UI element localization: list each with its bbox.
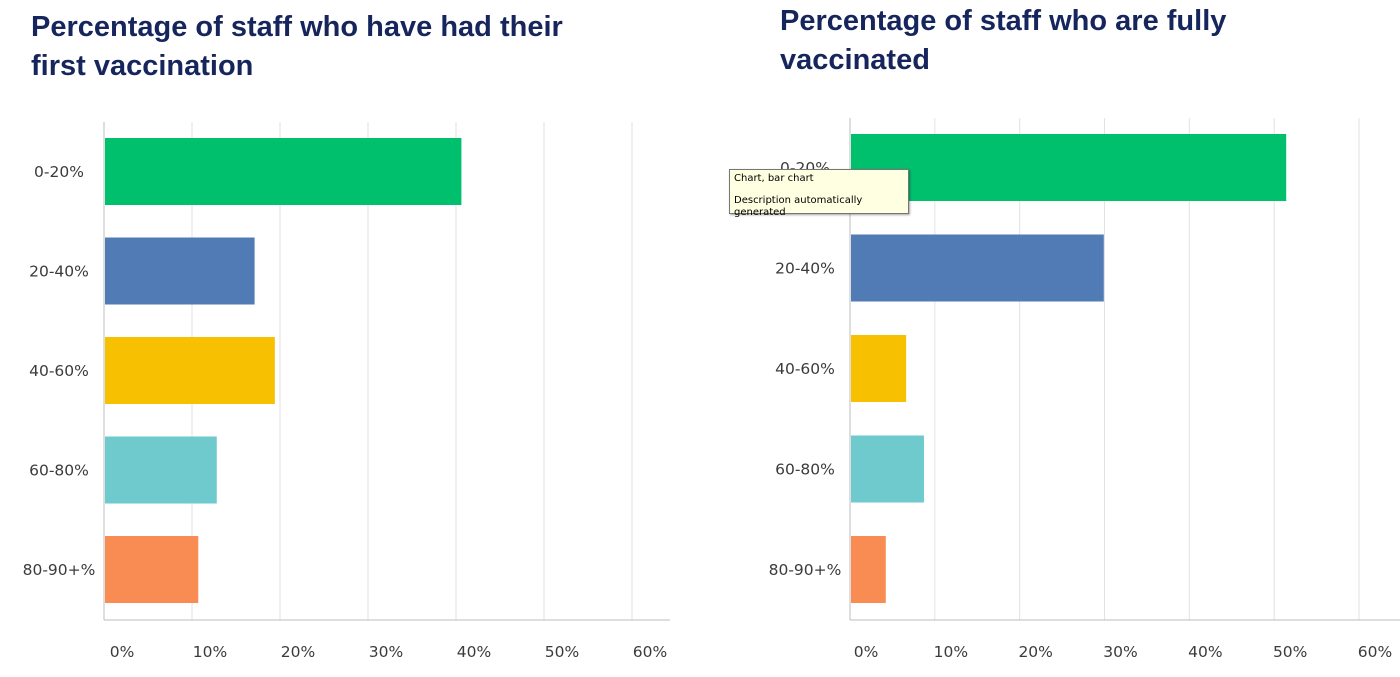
right-x-tick-60: 60% [1358,643,1392,661]
right-x-tick-50: 50% [1273,643,1307,661]
left-bar-20-40 [105,237,255,305]
right-x-tick-40: 40% [1188,643,1222,661]
right-category-label-40-60: 40-60% [775,360,835,378]
chart-title-first-vaccination: Percentage of staff who have had their f… [31,11,563,82]
right-bar-60-80 [851,435,924,503]
right-category-label-60-80: 60-80% [775,461,835,479]
right-x-tick-30: 30% [1103,643,1137,661]
tooltip-line-2: Description automatically generated [734,195,863,218]
right-bar-20-40 [851,234,1104,302]
left-category-label-0-20: 0-20% [34,163,84,181]
left-category-label-40-60: 40-60% [29,362,89,380]
left-x-tick-30: 30% [369,643,403,661]
left-category-label-60-80: 60-80% [29,462,89,480]
left-x-tick-50: 50% [545,643,579,661]
bar-chart-first-vaccination: 0% 10% 20% 30% 40% 50% 60% 0-20% 20-40% 40-60% 60-… [23,122,670,661]
chart-title-fully-vaccinated: Percentage of staff who are fully vaccin… [780,5,1227,76]
left-category-label-80-90: 80-90+% [23,561,96,579]
right-x-tick-10: 10% [934,643,968,661]
left-x-tick-60: 60% [633,643,667,661]
right-x-tick-0: 0% [854,643,879,661]
left-bar-0-20 [105,138,462,205]
left-bar-80-90 [105,536,199,603]
right-bar-40-60 [851,335,907,402]
left-x-tick-40: 40% [457,643,491,661]
right-bar-80-90 [851,536,886,603]
left-bar-40-60 [105,337,275,404]
left-bar-60-80 [105,436,217,504]
left-x-tick-20: 20% [281,643,315,661]
right-category-label-20-40: 20-40% [775,260,835,278]
right-bar-0-20 [851,134,1287,201]
right-category-label-80-90: 80-90+% [769,561,842,579]
alt-text-tooltip: Chart, bar chart Description automatical… [729,169,909,218]
left-x-tick-10: 10% [193,643,227,661]
right-x-tick-20: 20% [1018,643,1052,661]
left-x-tick-0: 0% [110,643,135,661]
tooltip-line-1: Chart, bar chart [734,173,814,184]
left-category-label-20-40: 20-40% [29,263,89,281]
